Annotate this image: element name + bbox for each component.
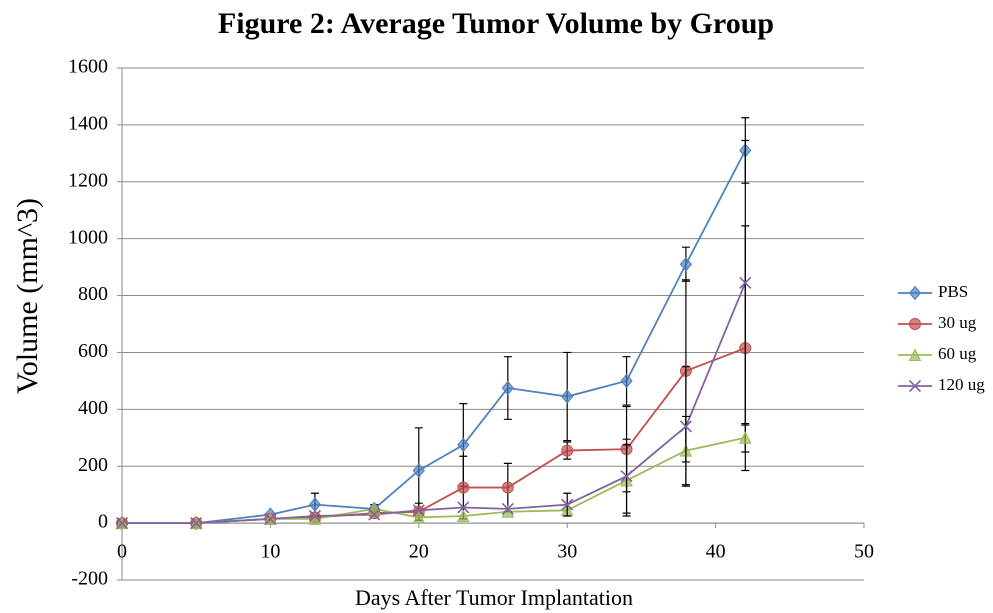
y-tick-label: 1200: [68, 169, 108, 191]
marker: [457, 481, 470, 494]
marker: [561, 498, 574, 511]
marker: [620, 470, 633, 483]
marker: [457, 509, 470, 522]
y-tick-label: 1600: [68, 56, 108, 78]
y-tick-label: 400: [78, 397, 108, 419]
x-tick-label: 30: [557, 541, 577, 563]
marker: [679, 420, 692, 433]
marker: [908, 379, 922, 393]
y-tick-label: -200: [71, 568, 108, 590]
marker: [561, 389, 574, 404]
marker: [412, 463, 425, 478]
marker: [908, 348, 922, 361]
marker: [308, 497, 322, 512]
x-tick-label: 40: [706, 541, 726, 563]
marker: [561, 444, 574, 457]
marker: [457, 501, 470, 514]
y-tick-label: 800: [78, 283, 108, 305]
marker: [368, 508, 381, 521]
series-line: [122, 347, 746, 525]
marker: [739, 276, 752, 289]
marker: [115, 517, 129, 530]
marker: [190, 517, 203, 530]
chart-title: Figure 2: Average Tumor Volume by Group: [218, 7, 774, 40]
x-tick-label: 0: [117, 541, 127, 563]
marker: [909, 318, 921, 330]
marker: [264, 512, 277, 525]
y-tick-label: 600: [78, 340, 108, 362]
series-line: [122, 282, 747, 525]
marker: [501, 380, 514, 396]
marker: [308, 509, 321, 523]
legend-label: 120 ug: [938, 375, 985, 394]
marker: [501, 481, 514, 494]
marker: [679, 256, 693, 272]
marker: [908, 285, 922, 301]
x-tick-label: 20: [409, 541, 429, 563]
series-line: [122, 436, 746, 525]
x-tick-label: 10: [260, 541, 280, 563]
y-tick-label: 1000: [68, 226, 108, 248]
legend-label: 60 ug: [938, 344, 977, 363]
series-line: [122, 150, 747, 525]
marker: [412, 504, 425, 517]
legend-label: PBS: [938, 282, 968, 301]
marker: [620, 373, 633, 389]
x-tick-label: 50: [854, 541, 874, 563]
y-axis-title: Volume (mm^3): [11, 198, 44, 394]
legend-label: 30 ug: [938, 313, 977, 332]
y-tick-label: 1400: [68, 112, 108, 134]
y-tick-label: 200: [78, 454, 108, 476]
y-tick-label: 0: [98, 511, 108, 533]
marker: [457, 437, 470, 453]
marker: [738, 431, 752, 444]
marker: [501, 502, 514, 515]
x-axis-title: Days After Tumor Implantation: [355, 585, 633, 610]
marker: [412, 510, 426, 524]
